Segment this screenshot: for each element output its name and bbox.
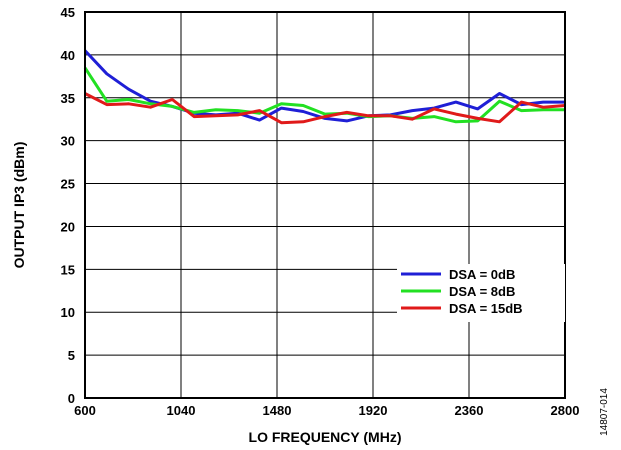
series-lines xyxy=(83,49,566,125)
y-tick-label: 45 xyxy=(61,5,75,20)
series-line-2 xyxy=(84,92,566,125)
y-tick-label: 10 xyxy=(61,305,75,320)
x-tick-label: 600 xyxy=(74,403,96,418)
x-tick-label: 1920 xyxy=(359,403,388,418)
legend: DSA = 0dB DSA = 8dB DSA = 15dB xyxy=(397,264,565,322)
x-tick-label: 1480 xyxy=(263,403,292,418)
y-tick-label: 5 xyxy=(68,348,75,363)
y-tick-label: 35 xyxy=(61,91,75,106)
y-axis-title: OUTPUT IP3 (dBm) xyxy=(11,142,27,269)
x-tick-label: 2800 xyxy=(551,403,580,418)
series-line-0 xyxy=(83,49,565,123)
plot-frame xyxy=(84,11,566,399)
legend-label-2: DSA = 15dB xyxy=(449,301,523,316)
y-tick-label: 15 xyxy=(61,262,75,277)
x-axis-title: LO FREQUENCY (MHz) xyxy=(249,429,402,445)
grid-lines xyxy=(84,11,566,399)
x-tick-label: 2360 xyxy=(455,403,484,418)
y-tick-label: 25 xyxy=(61,177,75,192)
y-tick-label: 0 xyxy=(68,391,75,406)
y-tick-label: 40 xyxy=(61,48,75,63)
x-tick-labels: 600 1040 1480 1920 2360 2800 xyxy=(74,403,579,418)
x-tick-label: 1040 xyxy=(167,403,196,418)
figure-id: 14807-014 xyxy=(599,388,610,436)
legend-label-0: DSA = 0dB xyxy=(449,267,515,282)
y-tick-labels: 0 5 10 15 20 25 30 35 40 45 xyxy=(61,5,75,406)
legend-label-1: DSA = 8dB xyxy=(449,284,515,299)
y-tick-label: 20 xyxy=(61,219,75,234)
series-line-1 xyxy=(83,66,565,124)
y-tick-label: 30 xyxy=(61,134,75,149)
